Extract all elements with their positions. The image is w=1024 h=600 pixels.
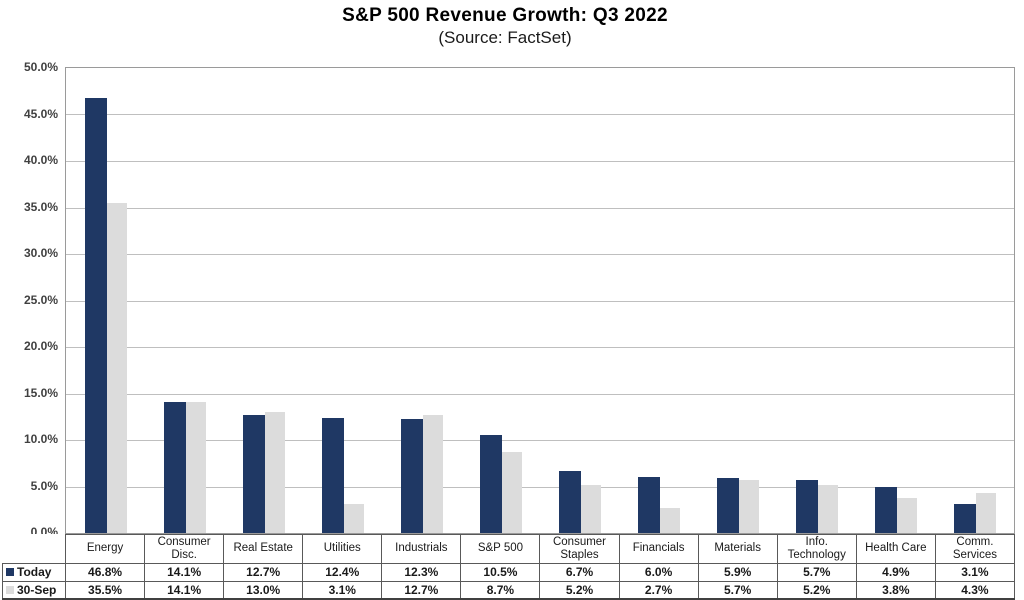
category-header: Real Estate — [223, 534, 304, 564]
legend-swatch-icon — [6, 568, 14, 577]
category-header: Health Care — [855, 534, 936, 564]
category-header: Financials — [618, 534, 699, 564]
bar-today-energy — [85, 98, 107, 533]
value-cell: 12.3% — [381, 562, 462, 582]
value-cell: 13.0% — [223, 580, 304, 600]
table-corner-empty — [3, 535, 66, 564]
value-cell: 46.8% — [64, 562, 146, 582]
gridline — [66, 254, 1014, 255]
value-cell: 4.3% — [934, 580, 1016, 600]
category-header: Energy — [64, 534, 146, 564]
bar-today-s-p-500 — [480, 435, 502, 533]
bar-30-sep-materials — [739, 480, 759, 533]
value-cell: 3.8% — [855, 580, 936, 600]
y-axis-tick-label: 20.0% — [23, 339, 58, 353]
value-cell: 35.5% — [64, 580, 146, 600]
category-header: Info. Technology — [776, 534, 857, 564]
y-axis-tick-label: 5.0% — [30, 479, 58, 493]
bar-30-sep-s-p-500 — [502, 452, 522, 533]
table-row: Today 46.8% 14.1% 12.7% 12.4% 12.3% 10.5% 6.7% 6… — [2, 562, 1016, 582]
value-cell: 4.9% — [855, 562, 936, 582]
bar-30-sep-utilities — [344, 504, 364, 533]
value-cell: 14.1% — [144, 580, 225, 600]
table-row: 30-Sep 35.5% 14.1% 13.0% 3.1% 12.7% 8.7% 5.2% 2.… — [2, 580, 1016, 600]
category-header: Consumer Disc. — [144, 534, 225, 564]
bar-today-real-estate — [243, 415, 265, 533]
gridline — [66, 208, 1014, 209]
gridline — [66, 161, 1014, 162]
y-axis-tick-label: 10.0% — [23, 432, 58, 446]
gridline — [66, 347, 1014, 348]
gridline — [66, 440, 1014, 441]
y-axis-tick-label: 30.0% — [23, 246, 58, 260]
value-cell: 5.7% — [776, 562, 857, 582]
value-cell: 6.0% — [618, 562, 699, 582]
bar-30-sep-consumer-staples — [581, 485, 601, 533]
value-cell: 3.1% — [934, 562, 1016, 582]
gridline — [66, 487, 1014, 488]
bar-today-consumer-staples — [559, 471, 581, 533]
bar-today-utilities — [322, 418, 344, 533]
bar-today-industrials — [401, 419, 423, 533]
bar-30-sep-comm-services — [976, 493, 996, 533]
value-cell: 5.2% — [776, 580, 857, 600]
gridline — [66, 394, 1014, 395]
y-axis-tick-label: 40.0% — [23, 153, 58, 167]
category-header: S&P 500 — [460, 534, 541, 564]
gridline — [66, 301, 1014, 302]
plot-area — [65, 67, 1015, 534]
legend-cell-30-sep: 30-Sep — [2, 580, 66, 600]
bar-today-consumer-disc- — [164, 402, 186, 533]
bar-30-sep-consumer-disc- — [186, 402, 206, 533]
bar-today-comm-services — [954, 504, 976, 533]
gridline — [66, 114, 1014, 115]
y-axis-tick-label: 50.0% — [23, 60, 58, 74]
chart-subtitle: (Source: FactSet) — [438, 28, 572, 47]
legend-swatch-icon — [6, 585, 14, 594]
y-axis-tick-label: 25.0% — [23, 293, 58, 307]
value-cell: 12.7% — [223, 562, 304, 582]
bar-today-health-care — [875, 487, 897, 533]
value-cell: 6.7% — [539, 562, 620, 582]
value-cell: 5.7% — [697, 580, 778, 600]
legend-cell-today: Today — [2, 562, 66, 582]
data-table-with-legend: Energy Consumer Disc. Real Estate Utilities… — [2, 534, 1016, 600]
value-cell: 2.7% — [618, 580, 699, 600]
value-cell: 8.7% — [460, 580, 541, 600]
value-cell: 3.1% — [302, 580, 383, 600]
value-cell: 12.4% — [302, 562, 383, 582]
bar-30-sep-real-estate — [265, 412, 285, 533]
bar-today-materials — [717, 478, 739, 533]
bar-30-sep-health-care — [897, 498, 917, 533]
y-axis-tick-label: 15.0% — [23, 386, 58, 400]
bar-today-info-technology — [796, 480, 818, 533]
bar-30-sep-industrials — [423, 415, 443, 533]
y-axis-tick-label: 35.0% — [23, 200, 58, 214]
category-header: Utilities — [302, 534, 383, 564]
bar-30-sep-info-technology — [818, 485, 838, 533]
value-cell: 12.7% — [381, 580, 462, 600]
bar-30-sep-energy — [107, 203, 127, 533]
category-header: Industrials — [381, 534, 462, 564]
chart-title: S&P 500 Revenue Growth: Q3 2022 — [342, 5, 668, 26]
category-header: Comm. Services — [934, 534, 1016, 564]
bar-30-sep-financials — [660, 508, 680, 533]
category-header: Materials — [697, 534, 778, 564]
bar-today-financials — [638, 477, 660, 533]
value-cell: 14.1% — [144, 562, 225, 582]
y-axis-tick-label: 45.0% — [23, 107, 58, 121]
value-cell: 10.5% — [460, 562, 541, 582]
value-cell: 5.2% — [539, 580, 620, 600]
category-header: Consumer Staples — [539, 534, 620, 564]
value-cell: 5.9% — [697, 562, 778, 582]
